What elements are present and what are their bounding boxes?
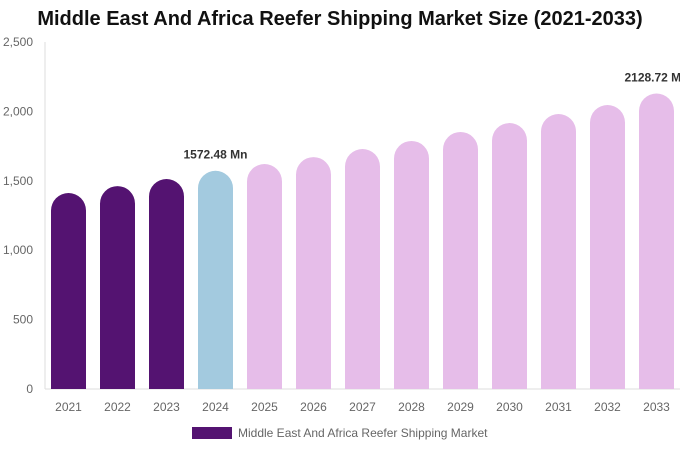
x-tick-label: 2026 — [300, 400, 327, 414]
y-tick-label: 1,500 — [3, 174, 33, 188]
data-label: 1572.48 Mn — [183, 148, 247, 162]
x-tick-label: 2028 — [398, 400, 425, 414]
y-tick-label: 500 — [13, 313, 33, 327]
y-tick-label: 0 — [26, 382, 33, 396]
x-tick-label: 2024 — [202, 400, 229, 414]
legend: Middle East And Africa Reefer Shipping M… — [192, 426, 487, 440]
x-tick-label: 2021 — [55, 400, 82, 414]
y-tick-label: 2,000 — [3, 104, 33, 118]
bar-2025 — [247, 164, 282, 389]
chart-title: Middle East And Africa Reefer Shipping M… — [37, 8, 643, 30]
x-tick-label: 2023 — [153, 400, 180, 414]
bar-2030 — [492, 123, 527, 390]
bar-2029 — [443, 131, 478, 389]
data-label: 2128.72 Mn — [624, 71, 680, 85]
bar-2028 — [394, 140, 429, 389]
legend-label: Middle East And Africa Reefer Shipping M… — [238, 426, 488, 440]
x-tick-label: 2027 — [349, 400, 376, 414]
x-tick-label: 2029 — [447, 400, 474, 414]
bar-2026 — [296, 157, 331, 389]
x-tick-label: 2030 — [496, 400, 523, 414]
bar-2031 — [541, 114, 576, 389]
x-tick-label: 2032 — [594, 400, 621, 414]
x-tick-label: 2025 — [251, 400, 278, 414]
bar-2022 — [100, 186, 135, 389]
x-tick-label: 2022 — [104, 400, 131, 414]
legend-swatch — [192, 427, 232, 439]
x-tick-label: 2033 — [643, 400, 670, 414]
bar-2023 — [149, 178, 184, 389]
bar-2021 — [51, 193, 86, 389]
bar-2033 — [639, 93, 674, 389]
bar-2024 — [198, 170, 233, 389]
y-tick-label: 2,500 — [3, 35, 33, 49]
bar-2032 — [590, 105, 625, 389]
y-tick-label: 1,000 — [3, 243, 33, 257]
x-tick-label: 2031 — [545, 400, 572, 414]
bar-2027 — [345, 149, 380, 389]
